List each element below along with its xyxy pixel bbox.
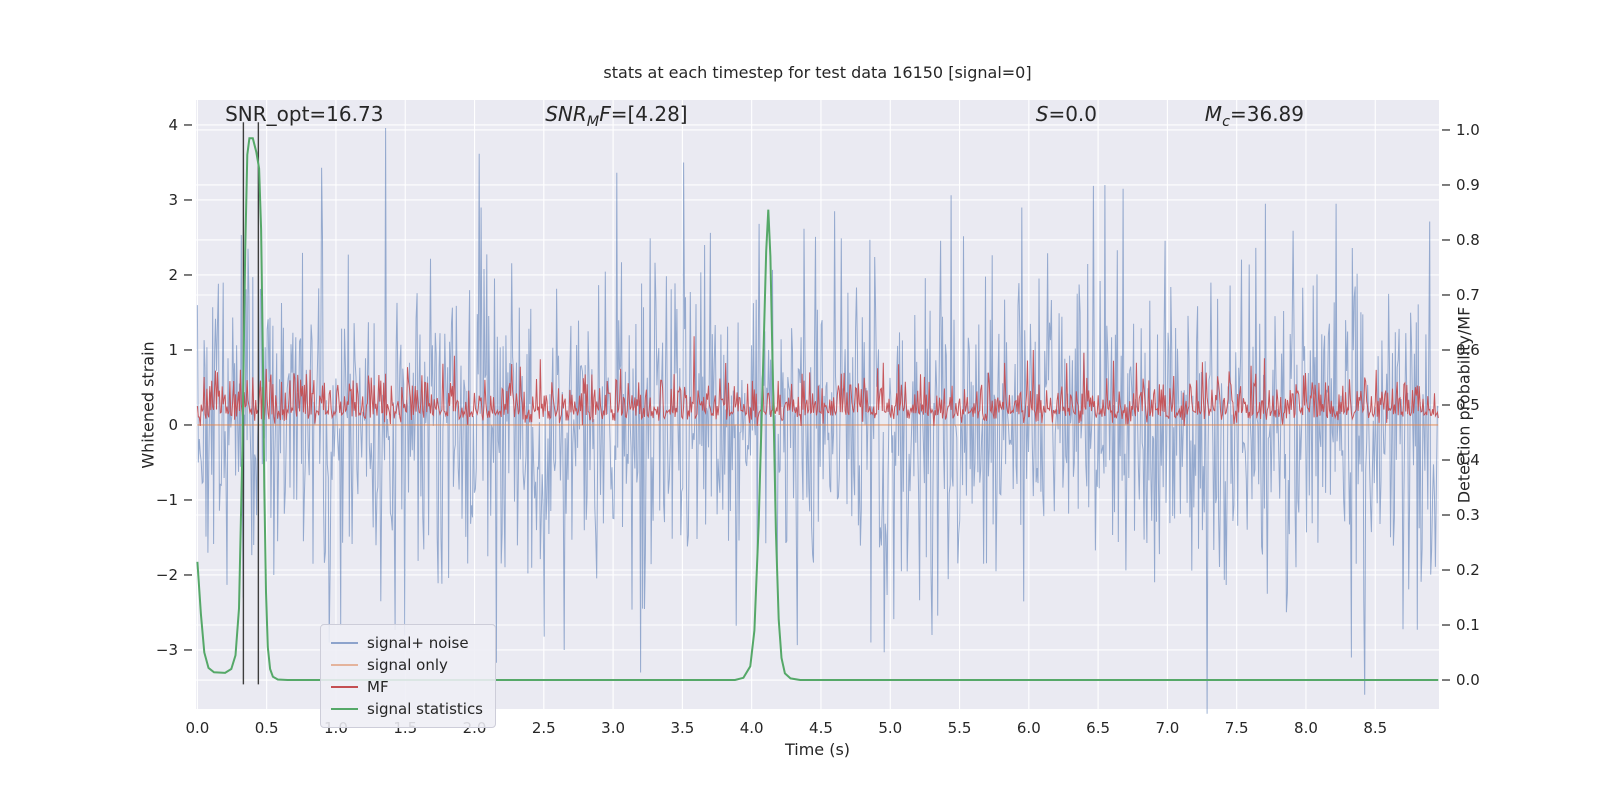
legend-line-signal-statistics — [331, 708, 358, 710]
x-tick-label: 5.5 — [948, 719, 972, 737]
annotation-snr-mf-sub: M — [586, 114, 600, 130]
y-tick-label-left: 3 — [168, 191, 178, 209]
y-tick-label-right: 0.9 — [1456, 176, 1480, 194]
x-tick-label: 4.0 — [740, 719, 764, 737]
legend-line-signal-only — [331, 664, 358, 666]
legend-line-mf — [331, 686, 358, 688]
legend-label-signal-noise: signal+ noise — [367, 634, 469, 652]
annotation-mc-pre: M — [1204, 102, 1223, 126]
x-tick-label: 0.5 — [255, 719, 279, 737]
legend-item-signal-only: signal only — [331, 654, 483, 676]
x-tick-label: 5.0 — [878, 719, 902, 737]
y-tick-label-left: 4 — [168, 116, 178, 134]
y-tick-label-left: 1 — [168, 341, 178, 359]
annotation-snr-opt: SNR_opt=16.73 — [225, 102, 383, 126]
y-tick-label-right: 0.8 — [1456, 231, 1480, 249]
y-tick-label-right: 0.1 — [1456, 616, 1480, 634]
x-tick-label: 6.0 — [1017, 719, 1041, 737]
x-axis-label: Time (s) — [784, 740, 851, 759]
y-tick-label-left: −2 — [156, 566, 178, 584]
annotation-s-post: =0.0 — [1048, 102, 1098, 126]
annotation-snr-mf-mid: F — [599, 102, 611, 126]
annotation-snr-mf-pre: SNR — [545, 102, 587, 126]
legend-line-signal-noise — [331, 642, 358, 644]
annotation-snr-mf: SNRMF=[4.28] — [545, 102, 687, 130]
y-tick-label-left: 2 — [168, 266, 178, 284]
y-tick-label-right: 0.4 — [1456, 451, 1480, 469]
annotation-mc-post: =36.89 — [1229, 102, 1304, 126]
x-tick-label: 3.5 — [670, 719, 694, 737]
legend-label-signal-only: signal only — [367, 656, 448, 674]
annotation-mc-sub: c — [1222, 114, 1230, 130]
x-tick-label: 3.0 — [601, 719, 625, 737]
x-tick-label: 7.0 — [1155, 719, 1179, 737]
annotation-s-pre: S — [1035, 102, 1049, 126]
y-tick-label-left: −1 — [156, 491, 178, 509]
x-tick-label: 8.5 — [1363, 719, 1387, 737]
y-tick-label-right: 0.2 — [1456, 561, 1480, 579]
y-tick-label-right: 0.7 — [1456, 286, 1480, 304]
legend-item-signal-statistics: signal statistics — [331, 698, 483, 720]
annotation-s: S=0.0 — [1036, 102, 1097, 126]
y-axis-label-left: Whitened strain — [138, 340, 158, 469]
y-tick-label-left: 0 — [168, 416, 178, 434]
y-tick-label-left: −3 — [156, 641, 178, 659]
series-signal-statistics-line — [196, 137, 1439, 681]
y-tick-label-right: 0.0 — [1456, 671, 1480, 689]
legend: signal+ noise signal only MF signal stat… — [320, 624, 497, 728]
y-tick-label-right: 0.5 — [1456, 396, 1480, 414]
y-axis-label-right: Detection probability/MF — [1454, 306, 1474, 503]
chart-title: stats at each timestep for test data 161… — [603, 63, 1032, 82]
x-tick-label: 7.5 — [1225, 719, 1249, 737]
y-tick-label-right: 0.3 — [1456, 506, 1480, 524]
y-tick-label-right: 1.0 — [1456, 121, 1480, 139]
x-tick-label: 4.5 — [809, 719, 833, 737]
legend-item-mf: MF — [331, 676, 483, 698]
annotation-mc: Mc=36.89 — [1205, 102, 1304, 130]
annotation-snr-mf-post: =[4.28] — [610, 102, 688, 126]
x-tick-label: 2.5 — [532, 719, 556, 737]
y-tick-label-right: 0.6 — [1456, 341, 1480, 359]
x-tick-label: 0.0 — [185, 719, 209, 737]
legend-label-signal-statistics: signal statistics — [367, 700, 484, 718]
series-signal-plus-noise-line — [196, 127, 1439, 714]
legend-item-signal-noise: signal+ noise — [331, 632, 483, 654]
legend-label-mf: MF — [367, 678, 389, 696]
series-mf-line — [196, 336, 1439, 426]
x-tick-label: 6.5 — [1086, 719, 1110, 737]
x-tick-label: 8.0 — [1294, 719, 1318, 737]
annotation-snr-opt-text: SNR_opt=16.73 — [225, 102, 384, 126]
